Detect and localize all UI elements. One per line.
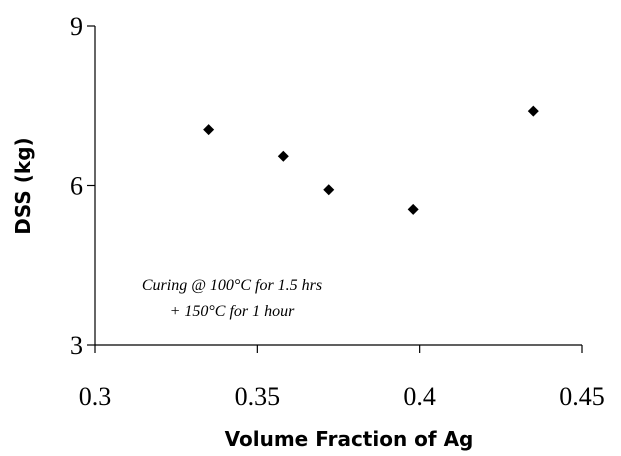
y-tick-label: 9 xyxy=(70,12,83,41)
x-tick-label: 0.3 xyxy=(79,382,112,411)
annotation-line-1: Curing @ 100°C for 1.5 hrs xyxy=(142,277,322,294)
x-axis-title: Volume Fraction of Ag xyxy=(225,427,474,451)
x-tick-label: 0.35 xyxy=(235,382,281,411)
data-point xyxy=(203,124,215,136)
y-ticks: 3 6 9 xyxy=(70,12,95,360)
data-point xyxy=(277,150,289,162)
x-tick-label: 0.45 xyxy=(559,382,605,411)
plot-axes xyxy=(94,26,582,346)
x-tick-label: 0.4 xyxy=(403,382,436,411)
data-point xyxy=(407,203,419,215)
x-ticks: 0.3 0.35 0.4 0.45 xyxy=(79,345,605,411)
data-point xyxy=(527,105,539,117)
data-point xyxy=(323,184,335,196)
annotation-line-2: + 150°C for 1 hour xyxy=(170,303,296,320)
y-tick-label: 6 xyxy=(70,172,83,201)
data-points xyxy=(203,105,539,215)
y-axis-title: DSS (kg) xyxy=(11,137,35,234)
y-tick-label: 3 xyxy=(70,331,83,360)
